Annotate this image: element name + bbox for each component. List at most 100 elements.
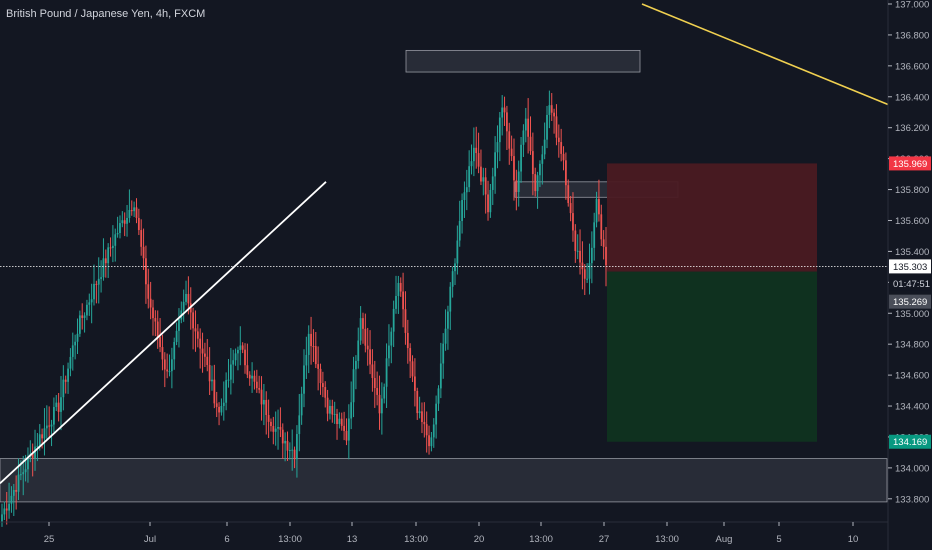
candle-body bbox=[253, 375, 256, 382]
candle-body bbox=[364, 328, 367, 346]
candle-body bbox=[536, 175, 539, 192]
candle-body bbox=[147, 284, 150, 299]
candle-body bbox=[430, 437, 433, 447]
candle-body bbox=[281, 429, 284, 444]
candle-body bbox=[598, 199, 600, 215]
candle-body bbox=[244, 349, 246, 366]
candle-body bbox=[78, 315, 81, 334]
candle-body bbox=[326, 397, 329, 414]
price-tick-label: 133.800 bbox=[895, 494, 929, 505]
candle-body bbox=[380, 398, 383, 414]
candle-body bbox=[305, 354, 308, 366]
candle-body bbox=[267, 415, 270, 422]
candle-body bbox=[53, 406, 55, 425]
candle-body bbox=[567, 185, 570, 204]
candle-body bbox=[534, 174, 537, 192]
candle-body bbox=[175, 330, 178, 342]
candle-body bbox=[130, 210, 133, 212]
candle-body bbox=[272, 426, 275, 432]
candle-body bbox=[185, 293, 187, 302]
candle-body bbox=[454, 263, 456, 272]
time-tick-label: 20 bbox=[474, 534, 485, 545]
candle-body bbox=[135, 207, 138, 218]
candle-body bbox=[284, 440, 287, 444]
candle-body bbox=[1, 514, 3, 523]
candle-body bbox=[338, 418, 341, 425]
candle-layer bbox=[1, 90, 607, 527]
time-axis: 25 Jul 6 13:00 13 13:00 20 13:00 27 13:00 Aug 5 10 bbox=[0, 521, 888, 545]
candle-body bbox=[107, 247, 110, 264]
candle-body bbox=[439, 363, 442, 389]
candle-body bbox=[100, 277, 102, 279]
candle-body bbox=[595, 199, 598, 223]
candle-body bbox=[371, 364, 374, 378]
candle-body bbox=[388, 345, 390, 359]
candle-body bbox=[307, 333, 310, 355]
candle-body bbox=[232, 360, 235, 365]
candle-body bbox=[541, 154, 544, 164]
candle-body bbox=[406, 332, 409, 349]
candle-body bbox=[38, 434, 41, 446]
candle-body bbox=[331, 405, 334, 415]
time-tick-label: 25 bbox=[44, 534, 55, 545]
candle-body bbox=[291, 449, 294, 451]
candle-body bbox=[340, 418, 343, 426]
candle-body bbox=[293, 449, 296, 460]
candle-body bbox=[163, 359, 166, 370]
candle-body bbox=[57, 402, 60, 412]
candle-body bbox=[555, 116, 558, 138]
candle-body bbox=[428, 435, 430, 447]
candle-body bbox=[513, 156, 515, 181]
candle-body bbox=[392, 308, 395, 332]
candle-body bbox=[81, 315, 84, 318]
time-tick-label: 10 bbox=[848, 534, 859, 545]
zone-layer bbox=[0, 49, 888, 503]
candle-body bbox=[572, 213, 574, 231]
candle-body bbox=[121, 220, 124, 224]
candle-body bbox=[149, 298, 152, 308]
candle-body bbox=[442, 343, 445, 364]
candle-body bbox=[196, 331, 199, 339]
candle-body bbox=[45, 425, 48, 429]
candle-body bbox=[168, 371, 171, 373]
candle-body bbox=[5, 508, 8, 511]
candle-body bbox=[333, 413, 336, 415]
candle-body bbox=[262, 399, 265, 405]
candle-body bbox=[506, 112, 508, 132]
candle-body bbox=[319, 368, 322, 384]
time-tick-label: 13:00 bbox=[529, 534, 553, 545]
candle-body bbox=[50, 424, 53, 427]
candle-body bbox=[458, 220, 461, 241]
candle-body bbox=[588, 263, 591, 279]
candle-body bbox=[64, 379, 67, 382]
candle-body bbox=[383, 386, 386, 399]
candle-body bbox=[413, 376, 416, 391]
candle-body bbox=[602, 239, 605, 247]
candle-body bbox=[17, 474, 20, 492]
candle-body bbox=[218, 406, 220, 413]
candle-body bbox=[421, 411, 423, 422]
candle-body bbox=[463, 192, 466, 201]
candle-body bbox=[378, 394, 381, 414]
take-profit-zone bbox=[607, 271, 817, 442]
candle-body bbox=[225, 380, 228, 403]
candle-body bbox=[12, 490, 15, 496]
candle-body bbox=[546, 114, 548, 140]
stop-price-badge-bg bbox=[889, 156, 931, 171]
candle-body bbox=[574, 230, 577, 251]
candle-body bbox=[390, 331, 393, 346]
candle-body bbox=[159, 337, 161, 348]
candle-body bbox=[201, 348, 204, 354]
price-tick-label: 134.000 bbox=[895, 463, 929, 474]
candle-body bbox=[93, 283, 95, 300]
candle-body bbox=[154, 318, 157, 322]
candle-body bbox=[600, 214, 603, 240]
candle-body bbox=[274, 428, 277, 432]
current-price-badge-bg bbox=[889, 259, 931, 274]
price-tick-label: 136.800 bbox=[895, 30, 929, 41]
candle-body bbox=[480, 166, 482, 182]
candle-body bbox=[579, 250, 581, 263]
candle-body bbox=[385, 358, 388, 387]
candle-body bbox=[166, 369, 169, 372]
